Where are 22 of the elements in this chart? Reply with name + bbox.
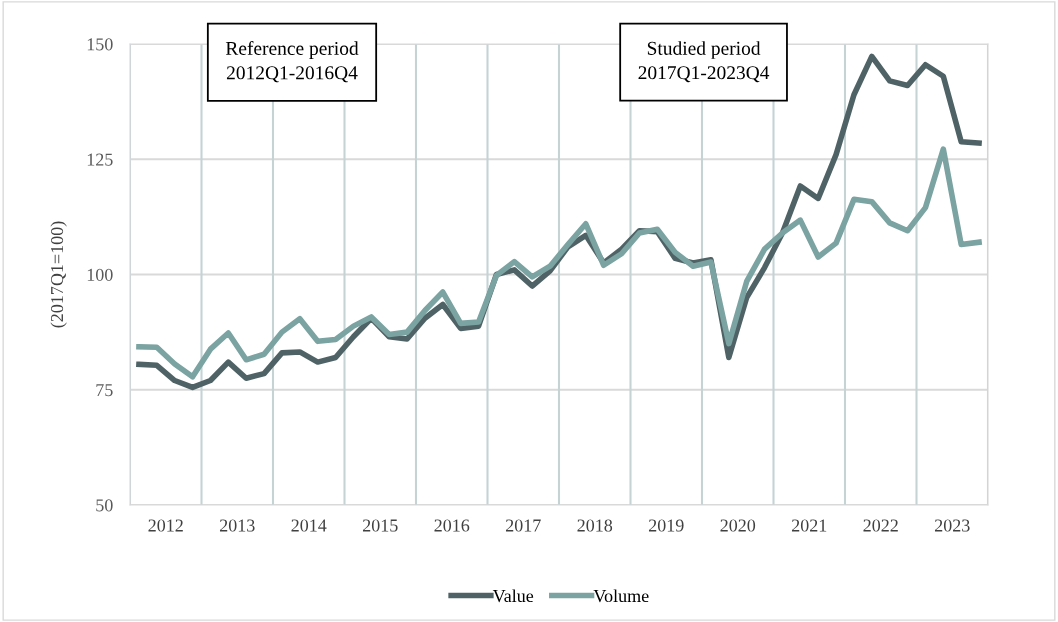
y-tick-label: 125 — [87, 153, 113, 166]
y-tick-label: 75 — [96, 384, 113, 397]
legend-label: Volume — [593, 589, 649, 603]
x-tick-label: 2022 — [863, 519, 898, 532]
y-tick-label: 50 — [96, 499, 113, 512]
legend-label: Value — [492, 589, 534, 603]
x-tick-label: 2012 — [148, 519, 183, 532]
x-tick-label: 2014 — [291, 519, 327, 532]
y-tick-label: 150 — [87, 38, 113, 51]
x-tick-label: 2015 — [362, 519, 398, 532]
x-tick-label: 2023 — [934, 519, 970, 532]
x-tick-label: 2021 — [791, 519, 827, 532]
y-tick-label: 100 — [87, 268, 113, 281]
x-tick-label: 2018 — [577, 519, 613, 532]
annotation: Reference period 2012Q1-2016Q4 — [225, 41, 359, 83]
annotation: Studied period 2017Q1-2023Q4 — [638, 41, 770, 83]
x-tick-label: 2019 — [648, 519, 684, 532]
x-tick-label: 2016 — [434, 519, 470, 532]
x-tick-label: 2020 — [720, 519, 756, 532]
x-tick-label: 2013 — [219, 519, 255, 532]
x-tick-label: 2017 — [505, 519, 541, 532]
y-axis-title: (2017Q1=100) — [50, 221, 67, 328]
